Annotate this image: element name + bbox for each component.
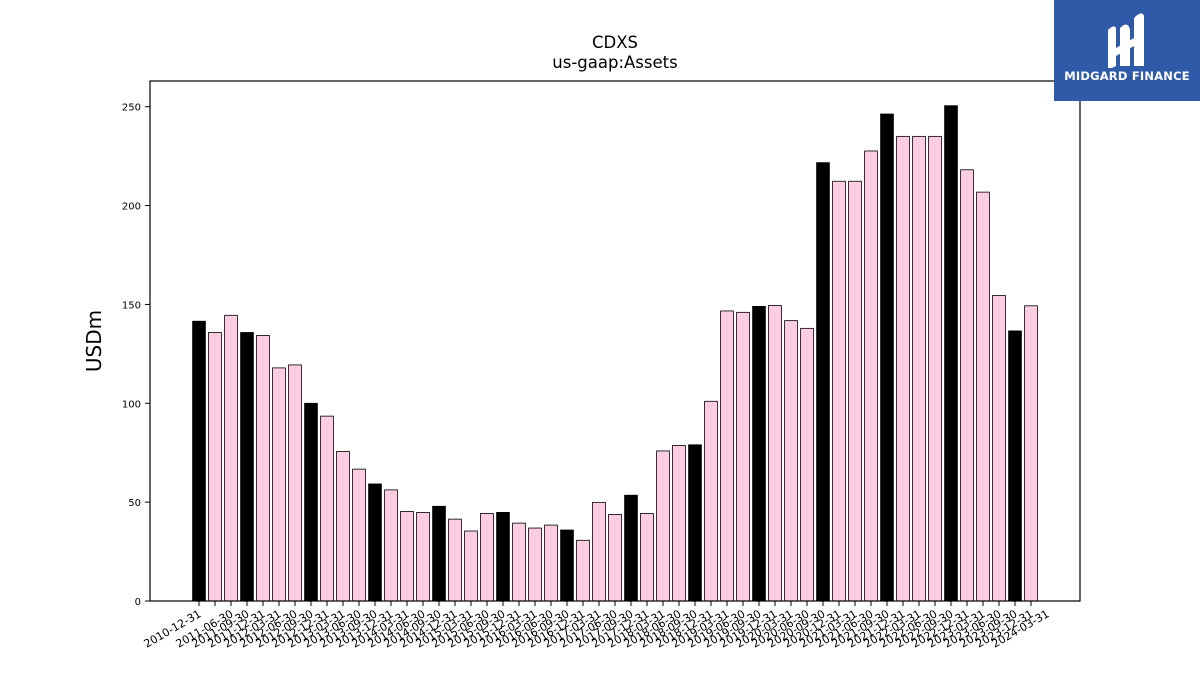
bar [208, 332, 222, 602]
bar [816, 162, 830, 602]
bar [656, 450, 670, 602]
bar [368, 483, 382, 602]
bar [432, 505, 446, 602]
bars-group [192, 105, 1038, 602]
bar [704, 400, 718, 602]
bar [288, 364, 302, 602]
bar [272, 367, 286, 602]
bar [672, 444, 686, 602]
x-axis-ticks: 2010-12-312011-06-302011-09-302011-12-31… [142, 601, 1052, 651]
bar [848, 180, 862, 602]
y-tick-label: 250 [122, 103, 141, 114]
bar [448, 518, 462, 602]
bar [496, 512, 510, 602]
bar [576, 539, 590, 602]
bar [944, 105, 958, 602]
bar [624, 494, 638, 602]
bar [864, 150, 878, 602]
bar [352, 468, 366, 602]
y-tick-label: 200 [122, 202, 141, 213]
bar [976, 191, 990, 602]
y-tick-label: 100 [122, 399, 141, 410]
bar [560, 529, 574, 602]
bar [256, 335, 270, 602]
bar [640, 513, 654, 602]
bar [592, 501, 606, 602]
bar [544, 524, 558, 602]
y-tick-label: 0 [135, 597, 141, 608]
chart-title: CDXS [592, 33, 638, 52]
bar [896, 135, 910, 602]
bar [464, 530, 478, 602]
bar [720, 310, 734, 602]
bar [960, 169, 974, 602]
bar [400, 511, 414, 602]
bar [224, 314, 238, 602]
y-tick-label: 50 [128, 498, 141, 509]
chart-subtitle: us-gaap:Assets [552, 53, 677, 72]
y-axis-label: USDm [82, 310, 106, 372]
bar [416, 512, 430, 602]
bar [880, 113, 894, 602]
bar [480, 513, 494, 602]
y-tick-label: 150 [122, 300, 141, 311]
bar [928, 135, 942, 602]
y-axis-ticks: 0 50 100 150 200 250 [122, 103, 150, 608]
company-logo: MIDGARD FINANCE [1054, 0, 1200, 101]
bar [512, 522, 526, 602]
bar [768, 305, 782, 602]
midgard-logo-icon [1108, 13, 1144, 68]
bar [384, 489, 398, 602]
bar [240, 332, 254, 602]
bar [784, 320, 798, 602]
bar [608, 514, 622, 602]
logo-text: MIDGARD FINANCE [1064, 69, 1190, 83]
bar [800, 327, 814, 602]
bar [912, 135, 926, 602]
bar [688, 444, 702, 602]
plot-frame [149, 80, 1081, 602]
bar [320, 415, 334, 602]
bar [992, 295, 1006, 602]
bar [832, 180, 846, 602]
bar [752, 305, 766, 602]
bar [1008, 330, 1022, 602]
bar [1024, 305, 1038, 602]
bar [304, 402, 318, 602]
bar [528, 527, 542, 602]
bar [736, 311, 750, 602]
bar [192, 320, 206, 602]
bar [336, 451, 350, 602]
